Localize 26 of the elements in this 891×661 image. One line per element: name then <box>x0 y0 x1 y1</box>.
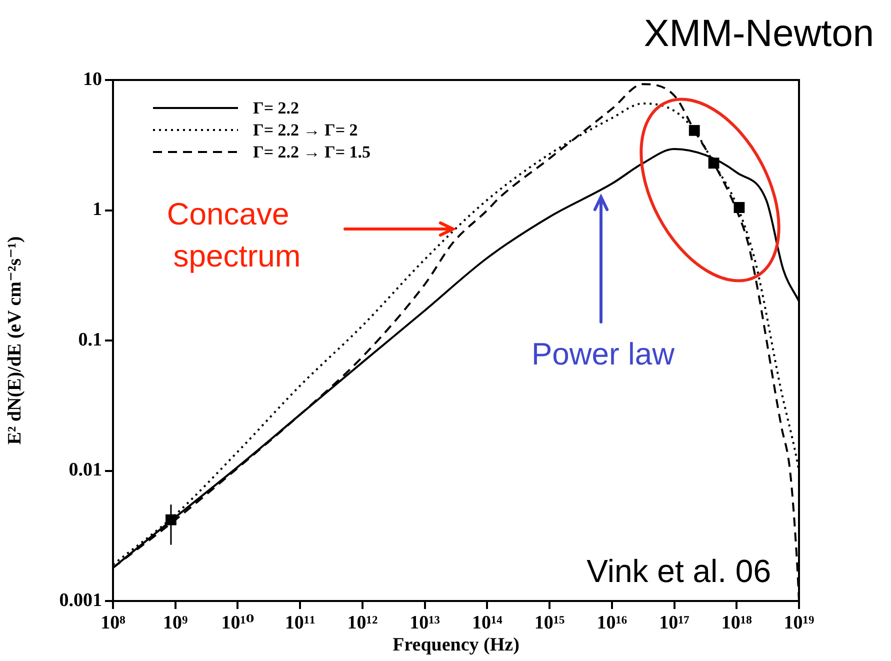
y-tick-label: 0.1 <box>78 329 102 350</box>
x-tick-label: 10¹⁰ <box>221 612 254 634</box>
y-tick-label: 10 <box>83 68 102 90</box>
y-tick-label: 1 <box>92 199 102 220</box>
y-tick-label: 0.01 <box>68 460 102 481</box>
x-tick-label: 10¹⁸ <box>721 612 752 634</box>
x-tick-label: 10¹³ <box>410 612 440 634</box>
x-tick-label: 10¹¹ <box>284 612 316 634</box>
annotation: Vink et al. 06 <box>586 552 771 589</box>
x-tick-label: 10⁸ <box>100 612 126 634</box>
x-tick-label: 10¹⁷ <box>659 612 690 634</box>
x-tick-label: 10⁹ <box>163 612 188 634</box>
annotation: Concave spectrum <box>166 196 301 274</box>
legend-label: Γ= 2.2 → Γ= 2 <box>253 120 358 140</box>
legend-label: Γ= 2.2 <box>253 98 300 118</box>
x-tick-label: 10¹⁵ <box>534 612 566 634</box>
legend-label: Γ= 2.2 → Γ= 1.5 <box>253 142 371 162</box>
y-tick-label: 0.001 <box>59 590 102 611</box>
x-axis-title: Frequency (Hz) <box>392 634 520 656</box>
x-tick-label: 10¹⁴ <box>472 612 503 634</box>
x-tick-label: 10¹⁶ <box>596 612 628 634</box>
x-tick-label: 10¹⁹ <box>784 612 814 634</box>
x-tick-label: 10¹² <box>347 612 378 634</box>
y-axis-title: E² dN(E)/dE (eV cm⁻²s⁻¹) <box>4 236 26 445</box>
annotation: Power law <box>532 336 676 372</box>
chart-title: XMM-Newton <box>644 13 874 55</box>
